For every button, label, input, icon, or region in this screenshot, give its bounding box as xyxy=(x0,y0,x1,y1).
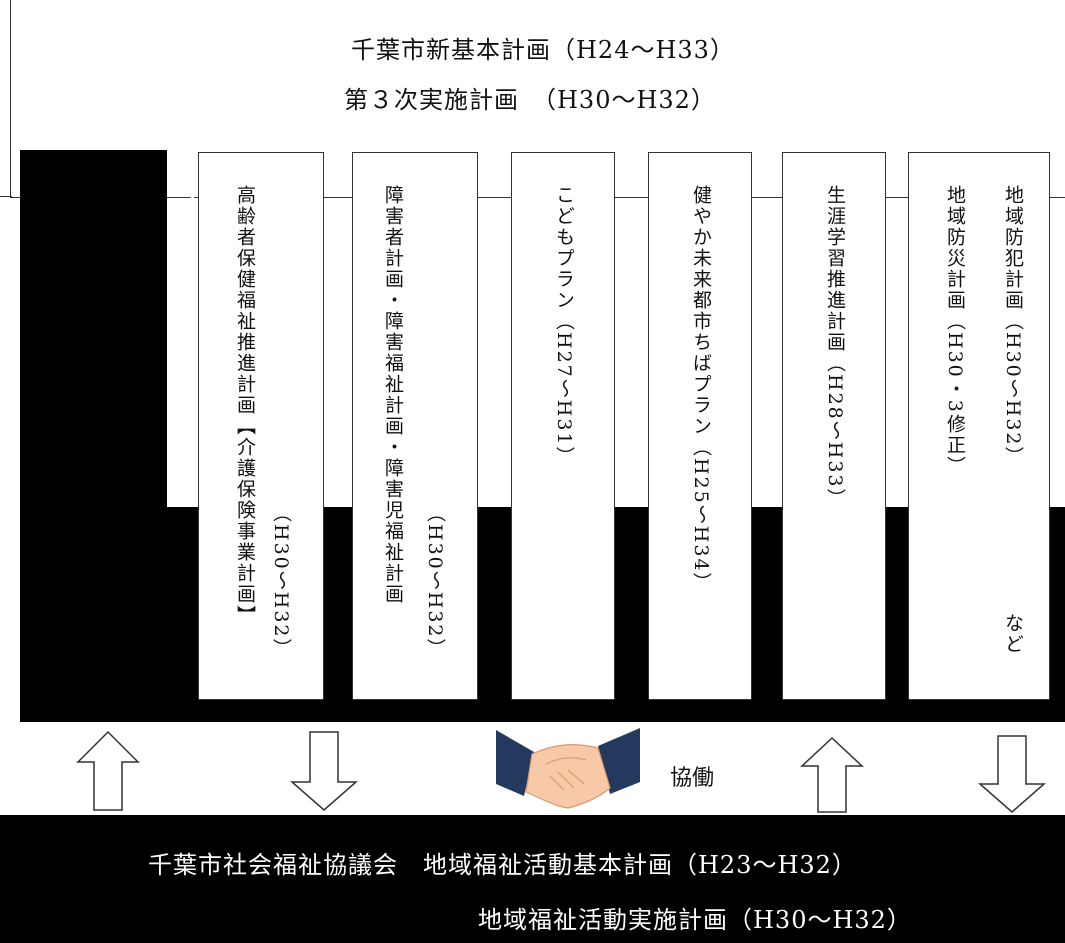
council-basic-plan-title: 千葉市社会福祉協議会 地域福祉活動基本計画（H23～H32） xyxy=(148,851,857,879)
children-plan-title: こどもプラン（H27～H31） xyxy=(553,185,575,468)
disability-plan-period: （H30～H32） xyxy=(424,503,446,660)
regional-welfare-plan-box: 地域福祉計画 xyxy=(20,150,219,722)
elderly-plan-title: 高齢者保健福祉推進計画【介護保険事業計画】 xyxy=(234,185,256,626)
disability-plan-title: 障害者計画・障害福祉計画・障害児福祉計画 xyxy=(382,185,404,605)
crime-prevention-plan-title: 地域防犯計画（H30～H32） xyxy=(1002,185,1024,468)
implementation-plan-title: 第３次実施計画 （H30～H32） xyxy=(344,86,716,114)
city-plan-frame: 千葉市新基本計画（H24～H33） 第３次実施計画 （H30～H32） xyxy=(10,0,1065,198)
healthy-city-plan-title: 健やか未来都市ちばプラン（H25～H34） xyxy=(690,185,712,594)
arrow-up-icon xyxy=(800,736,864,813)
arrow-down-icon xyxy=(978,735,1046,813)
arrow-up-icon xyxy=(76,730,140,811)
disaster-prevention-plan-title: 地域防災計画（H30・3修正） xyxy=(944,185,966,477)
city-master-plan-title: 千葉市新基本計画（H24～H33） xyxy=(351,36,735,64)
collaboration-label: 協働 xyxy=(670,766,715,791)
frame-tick xyxy=(0,196,12,197)
plan-column-lifelong-learning: 生涯学習推進計画（H28～H33） xyxy=(782,152,886,700)
arrow-down-icon xyxy=(290,731,358,811)
handshake-icon xyxy=(496,728,640,809)
plan-column-elderly: 高齢者保健福祉推進計画【介護保険事業計画】 （H30～H32） xyxy=(198,152,324,700)
social-welfare-council-box: 千葉市社会福祉協議会 地域福祉活動基本計画（H23～H32） 地域福祉活動実施計… xyxy=(0,815,1065,943)
plan-column-crime-disaster: 地域防犯計画（H30～H32） 地域防災計画（H30・3修正） など xyxy=(908,152,1050,700)
elderly-plan-period: （H30～H32） xyxy=(270,503,292,660)
lifelong-learning-plan-title: 生涯学習推進計画（H28～H33） xyxy=(824,185,846,510)
etc-label: など xyxy=(1002,613,1024,655)
plan-column-children: こどもプラン（H27～H31） xyxy=(511,152,615,700)
plan-column-disability: 障害者計画・障害福祉計画・障害児福祉計画 （H30～H32） xyxy=(352,152,478,700)
plan-column-healthy-city: 健やか未来都市ちばプラン（H25～H34） xyxy=(648,152,752,700)
regional-welfare-plan-label: 地域福祉計画 xyxy=(72,192,219,396)
council-implementation-plan-title: 地域福祉活動実施計画（H30～H32） xyxy=(478,906,912,934)
